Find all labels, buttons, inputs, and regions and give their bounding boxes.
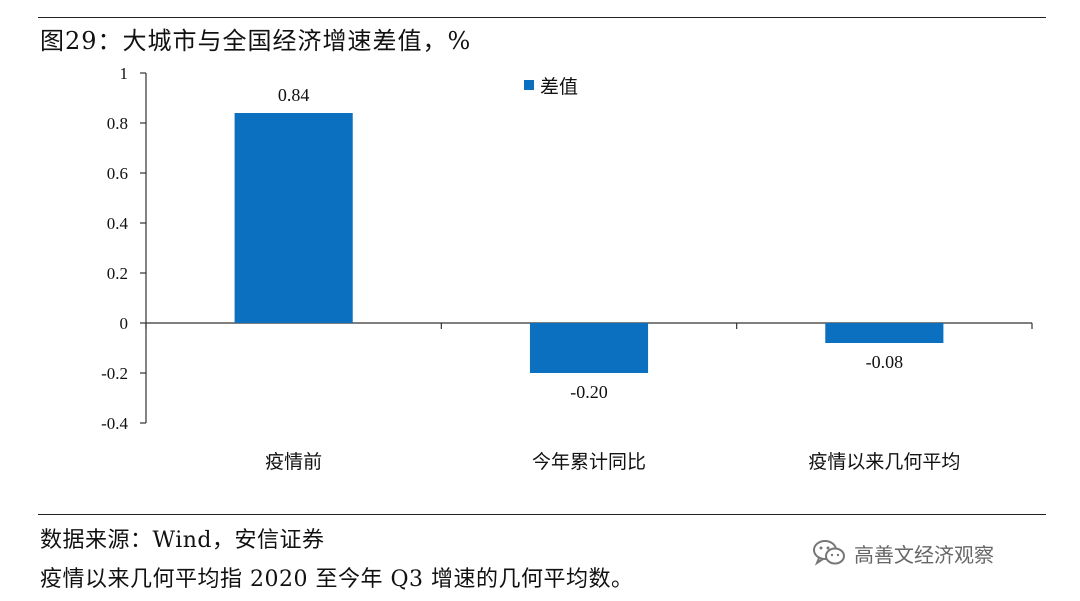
category-label: 疫情前	[265, 451, 322, 473]
bar	[825, 323, 944, 343]
legend: 差值	[524, 76, 578, 98]
y-tick-label: 1	[120, 64, 129, 83]
legend-swatch	[524, 80, 534, 90]
chart-title: 图29：大城市与全国经济增速差值，%	[40, 27, 472, 55]
y-tick-label: 0.4	[107, 214, 129, 233]
bar	[234, 113, 353, 323]
source-note: 数据来源：Wind，安信证券	[40, 528, 325, 553]
bar	[529, 323, 649, 373]
footnote: 疫情以来几何平均指 2020 至今年 Q3 增速的几何平均数。	[40, 567, 634, 592]
y-tick-label: 0.2	[107, 264, 128, 283]
data-label: -0.08	[866, 352, 904, 372]
y-tick-label: -0.2	[101, 364, 128, 383]
watermark-text: 高善文经济观察	[854, 542, 994, 567]
y-tick-label: 0.8	[107, 114, 128, 133]
category-label: 疫情以来几何平均	[808, 451, 960, 473]
watermark: 高善文经济观察	[812, 538, 994, 568]
bars: 0.84 -0.20 -0.08	[234, 85, 944, 402]
data-label: 0.84	[278, 85, 310, 105]
category-label: 今年累计同比	[532, 451, 646, 473]
bottom-rule	[38, 514, 1046, 515]
y-tick-label: -0.4	[101, 414, 128, 433]
wechat-icon	[813, 540, 845, 566]
data-label: -0.20	[570, 382, 608, 402]
top-rule	[38, 17, 1046, 18]
y-tick-label: 0.6	[107, 164, 128, 183]
legend-label: 差值	[540, 76, 578, 98]
y-tick-label: 0	[120, 314, 129, 333]
